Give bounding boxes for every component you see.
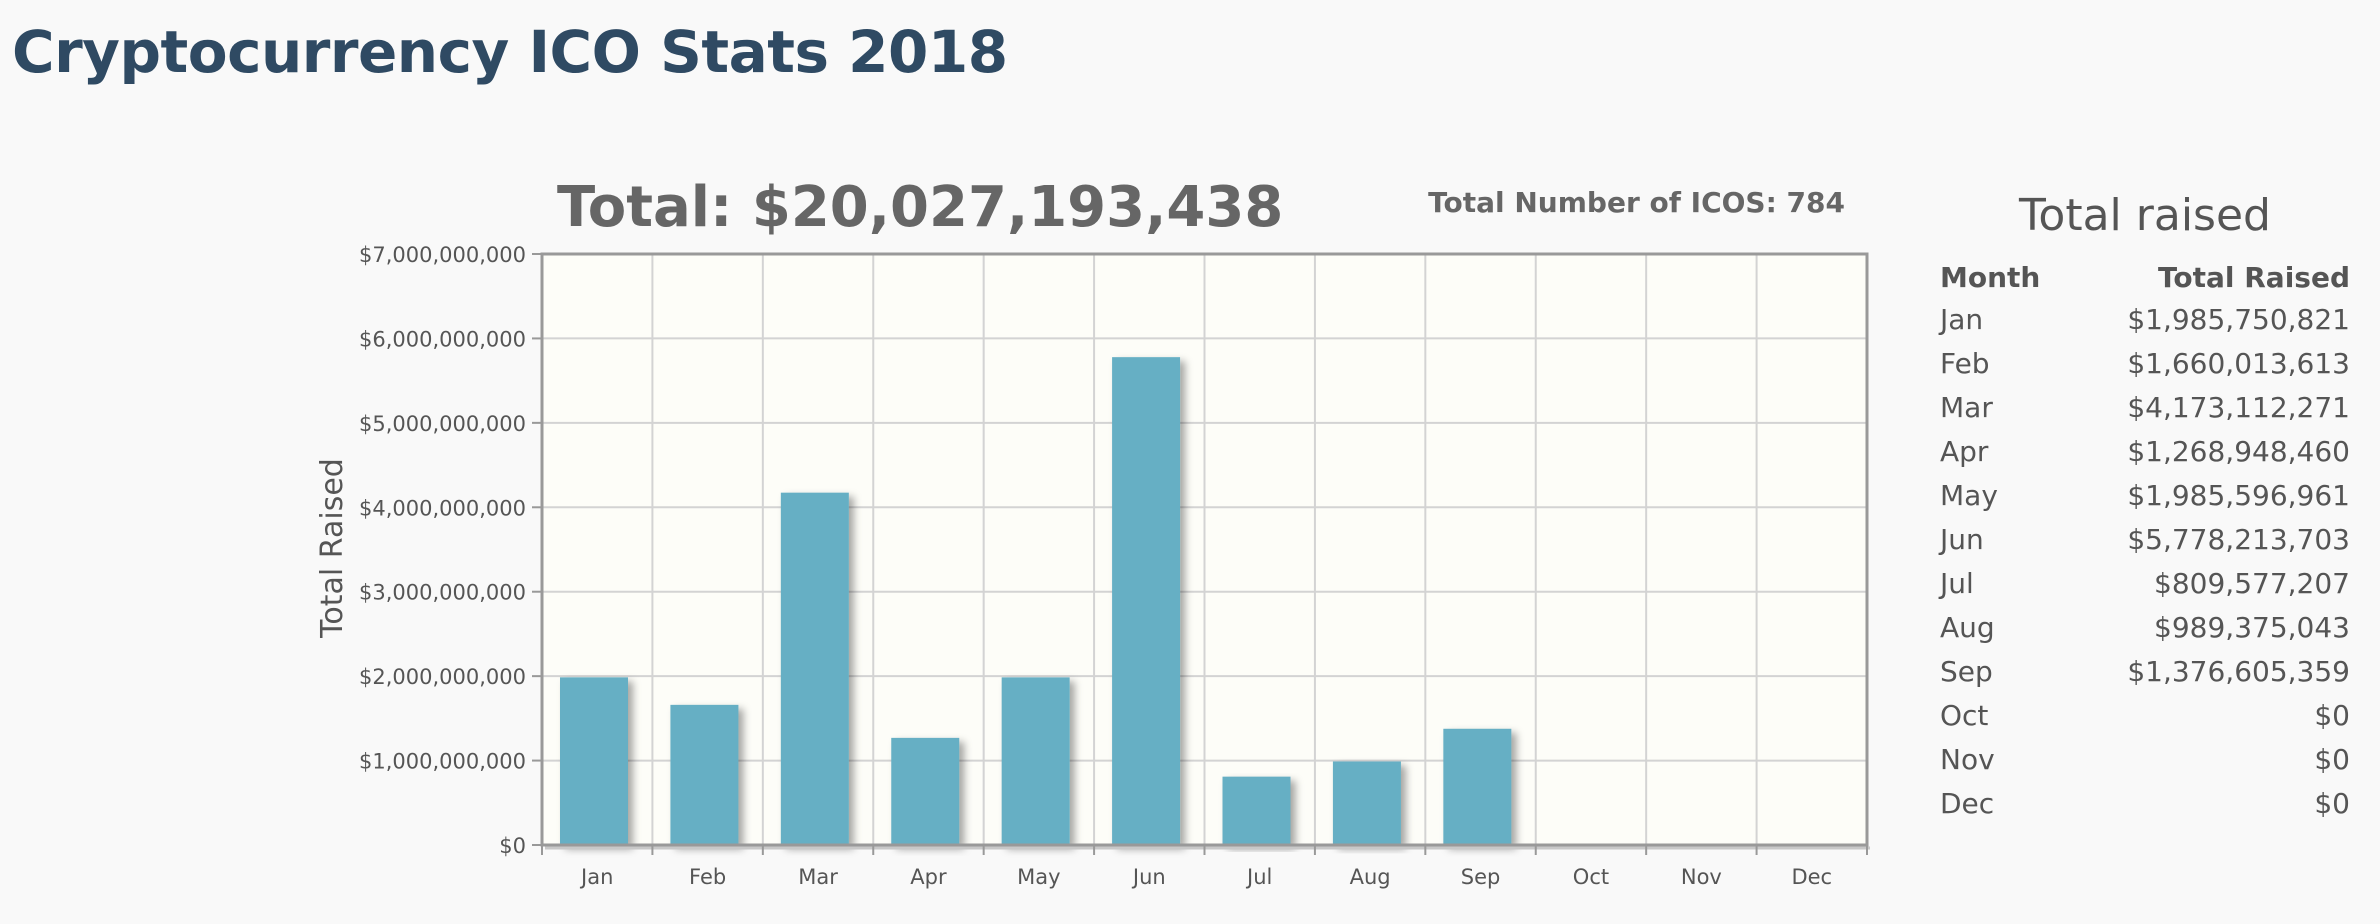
month-cell: Jan <box>1940 302 1984 336</box>
table-heading: Total raised <box>2019 190 2271 241</box>
raised-cell: $5,778,213,703 <box>2127 522 2350 556</box>
bar-aug[interactable] <box>1332 761 1401 845</box>
y-axis-label: Total Raised <box>315 458 350 639</box>
x-tick-label: Apr <box>910 865 947 889</box>
month-cell: Oct <box>1940 698 1989 732</box>
x-tick-label: Sep <box>1461 865 1501 889</box>
x-tick-label: Aug <box>1350 865 1391 889</box>
table-header-row: Month Total Raised <box>1940 257 2350 297</box>
table-row: Sep $1,376,605,359 <box>1940 649 2350 693</box>
table-row: Jan $1,985,750,821 <box>1940 297 2350 341</box>
bar-jan[interactable] <box>560 677 628 845</box>
bar-jul[interactable] <box>1222 776 1291 845</box>
x-tick-label: Feb <box>689 865 726 889</box>
totals-table: Month Total Raised Jan $1,985,750,821 Feb… <box>1940 257 2350 825</box>
chart-subtitle: Total Number of ICOS: 784 <box>1428 186 1845 219</box>
raised-cell: $809,577,207 <box>2154 566 2350 600</box>
raised-cell: $0 <box>2314 786 2350 820</box>
chart-title: Total: $20,027,193,438 <box>557 175 1283 240</box>
raised-cell: $1,376,605,359 <box>2127 654 2350 688</box>
month-cell: Nov <box>1940 742 1995 776</box>
raised-header: Total Raised <box>2158 260 2350 294</box>
x-tick-label: May <box>1017 865 1060 889</box>
x-tick-label: Dec <box>1791 865 1832 889</box>
y-tick-label: $0 <box>499 834 526 858</box>
y-tick-labels: $0 $1,000,000,000 $2,000,000,000 $3,000,000… <box>359 243 526 858</box>
x-tick-label: Oct <box>1573 865 1609 889</box>
x-tick-label: Jun <box>1131 865 1166 889</box>
bar-apr[interactable] <box>891 737 960 845</box>
bar-sep[interactable] <box>1443 728 1512 845</box>
raised-cell: $0 <box>2314 742 2350 776</box>
y-tick-label: $3,000,000,000 <box>359 581 526 605</box>
x-tick-label: Jan <box>579 865 613 889</box>
bar-may[interactable] <box>1001 677 1070 845</box>
x-tick-labels: Jan Feb Mar Apr May Jun Jul Aug Sep Oct Nov Dec <box>579 865 1832 889</box>
table-row: Mar $4,173,112,271 <box>1940 385 2350 429</box>
x-tick-label: Nov <box>1681 865 1722 889</box>
y-tick-label: $1,000,000,000 <box>359 750 526 774</box>
table-row: Aug $989,375,043 <box>1940 605 2350 649</box>
axes <box>532 252 1870 855</box>
table-row: Nov $0 <box>1940 737 2350 781</box>
table-row: Dec $0 <box>1940 781 2350 825</box>
x-tick-label: Jul <box>1245 865 1272 889</box>
raised-cell: $1,985,750,821 <box>2127 302 2350 336</box>
bar-jun[interactable] <box>1112 357 1181 845</box>
month-header: Month <box>1940 260 2041 294</box>
month-cell: Apr <box>1940 434 1989 468</box>
month-cell: Jul <box>1940 566 1974 600</box>
page-title: Cryptocurrency ICO Stats 2018 <box>12 18 1008 86</box>
raised-cell: $0 <box>2314 698 2350 732</box>
y-tick-label: $7,000,000,000 <box>359 243 526 267</box>
month-cell: Dec <box>1940 786 1995 820</box>
y-tick-label: $4,000,000,000 <box>359 496 526 520</box>
bar-feb[interactable] <box>670 704 739 845</box>
month-cell: Mar <box>1940 390 1993 424</box>
x-tick-label: Mar <box>798 865 838 889</box>
table-row: Jul $809,577,207 <box>1940 561 2350 605</box>
table-row: Jun $5,778,213,703 <box>1940 517 2350 561</box>
month-cell: Sep <box>1940 654 1993 688</box>
totals-panel: Total raised Month Total Raised Jan $1,98… <box>1940 190 2350 825</box>
month-cell: Feb <box>1940 346 1990 380</box>
month-cell: May <box>1940 478 1998 512</box>
raised-cell: $1,268,948,460 <box>2127 434 2350 468</box>
bars <box>560 357 1512 845</box>
raised-cell: $4,173,112,271 <box>2127 390 2350 424</box>
raised-cell: $1,660,013,613 <box>2127 346 2350 380</box>
bar-mar[interactable] <box>780 492 849 845</box>
month-cell: Jun <box>1940 522 1984 556</box>
raised-cell: $989,375,043 <box>2154 610 2350 644</box>
raised-cell: $1,985,596,961 <box>2127 478 2350 512</box>
table-row: May $1,985,596,961 <box>1940 473 2350 517</box>
table-row: Feb $1,660,013,613 <box>1940 341 2350 385</box>
table-row: Oct $0 <box>1940 693 2350 737</box>
table-row: Apr $1,268,948,460 <box>1940 429 2350 473</box>
y-tick-label: $6,000,000,000 <box>359 327 526 351</box>
y-tick-label: $5,000,000,000 <box>359 412 526 436</box>
month-cell: Aug <box>1940 610 1995 644</box>
y-tick-label: $2,000,000,000 <box>359 665 526 689</box>
